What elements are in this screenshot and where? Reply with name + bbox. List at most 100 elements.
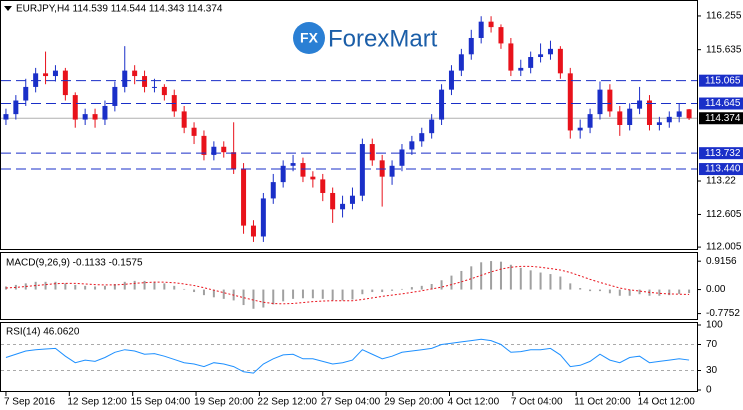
- x-tick-label: 12 Sep 12:00: [67, 397, 127, 408]
- x-tick-label: 19 Sep 20:00: [194, 397, 254, 408]
- candle-body: [181, 111, 187, 128]
- candle-body: [557, 48, 563, 74]
- macd-tick-label: 0.00: [706, 284, 726, 295]
- candle-body: [72, 95, 78, 120]
- y-tick-label: 115.635: [706, 44, 742, 55]
- candle-body: [389, 165, 395, 177]
- candle-body: [340, 203, 346, 210]
- rsi-tick-label: 100: [706, 320, 723, 331]
- y-tick-label: 112.005: [706, 242, 742, 253]
- candle-body: [260, 198, 266, 237]
- candle-body: [300, 163, 306, 177]
- last-price-bg: [699, 112, 743, 125]
- candle-body: [369, 144, 375, 161]
- candle-body: [201, 135, 207, 155]
- candle-body: [379, 160, 385, 177]
- x-tick-label: 22 Sep 12:00: [257, 397, 317, 408]
- candle-body: [221, 146, 227, 153]
- candle-body: [270, 182, 276, 199]
- candle-body: [498, 27, 504, 44]
- macd-title: MACD(9,26,9) -0.1133 -0.1575: [6, 258, 143, 269]
- candle-body: [330, 192, 336, 210]
- candle-body: [62, 70, 68, 96]
- candle-body: [231, 152, 237, 169]
- chart-title: EURJPY,H4 114.539 114.544 114.343 114.37…: [16, 4, 223, 15]
- candle-body: [637, 100, 643, 109]
- candle-body: [656, 122, 662, 125]
- candle-body: [528, 57, 534, 68]
- candle-body: [577, 127, 583, 131]
- candle-body: [82, 114, 88, 120]
- candle-body: [646, 100, 652, 125]
- rsi-tick-label: 0: [706, 385, 712, 396]
- candle-body: [52, 70, 58, 77]
- candle-body: [33, 73, 39, 87]
- candle-body: [241, 168, 247, 226]
- candle-body: [310, 176, 316, 180]
- level-label: 113.440: [705, 164, 741, 175]
- level-label-bg: [699, 97, 743, 110]
- rsi-tick-label: 30: [706, 365, 718, 376]
- candle-body: [142, 76, 148, 87]
- candle-body: [132, 70, 138, 77]
- candle-body: [508, 43, 514, 71]
- candle-body: [567, 73, 573, 131]
- logo: FX ForexMart: [293, 22, 438, 54]
- candle-body: [448, 70, 454, 90]
- level-label-bg: [699, 147, 743, 160]
- x-tick-label: 14 Oct 12:00: [638, 397, 696, 408]
- level-label-bg: [699, 74, 743, 87]
- x-tick-label: 4 Oct 12:00: [447, 397, 499, 408]
- level-label: 114.645: [705, 98, 741, 109]
- level-label: 113.732: [705, 148, 741, 159]
- x-tick-label: 7 Oct 04:00: [511, 397, 563, 408]
- macd-signal: [5, 265, 690, 305]
- candle-body: [250, 225, 256, 237]
- candle-body: [429, 119, 435, 134]
- logo-icon-text: FX: [300, 30, 319, 46]
- candle-body: [211, 146, 217, 155]
- macd-tick-label: 0.9156: [706, 256, 737, 267]
- level-label: 115.065: [705, 75, 741, 86]
- x-tick-label: 27 Sep 04:00: [321, 397, 381, 408]
- candle-body: [518, 67, 524, 71]
- rsi-panel: [0, 322, 698, 392]
- candle-body: [488, 21, 494, 28]
- candle-body: [439, 89, 445, 120]
- candle-body: [290, 163, 296, 166]
- candle-body: [666, 116, 672, 123]
- candle-body: [102, 105, 108, 120]
- candle-body: [151, 86, 157, 88]
- logo-icon: [293, 22, 325, 54]
- candle-body: [627, 108, 633, 125]
- candle-body: [280, 165, 286, 183]
- candle-body: [23, 86, 29, 101]
- macd-tick-label: -0.7752: [706, 308, 740, 319]
- logo-text: ForexMart: [328, 25, 438, 52]
- candle-body: [13, 100, 19, 115]
- y-tick-label: 116.255: [706, 11, 742, 22]
- candle-body: [349, 195, 355, 204]
- candle-body: [607, 89, 613, 112]
- x-tick-label: 7 Sep 2016: [4, 397, 56, 408]
- candle-body: [419, 133, 425, 142]
- candle-body: [191, 127, 197, 136]
- rsi-tick-label: 70: [706, 339, 718, 350]
- y-tick-label: 112.605: [706, 209, 742, 220]
- candle-body: [676, 111, 682, 117]
- candle-body: [597, 89, 603, 115]
- candle-body: [468, 37, 474, 55]
- last-price-label: 114.374: [705, 113, 741, 124]
- candle-body: [161, 86, 167, 96]
- candle-body: [122, 70, 128, 87]
- candle-body: [92, 114, 98, 120]
- candle-body: [359, 144, 365, 196]
- menu-arrow: [4, 6, 12, 11]
- x-tick-label: 11 Oct 20:00: [574, 397, 631, 408]
- level-label-bg: [699, 163, 743, 176]
- candle-body: [478, 21, 484, 38]
- x-tick-label: 15 Sep 04:00: [131, 397, 191, 408]
- candle-body: [320, 179, 326, 193]
